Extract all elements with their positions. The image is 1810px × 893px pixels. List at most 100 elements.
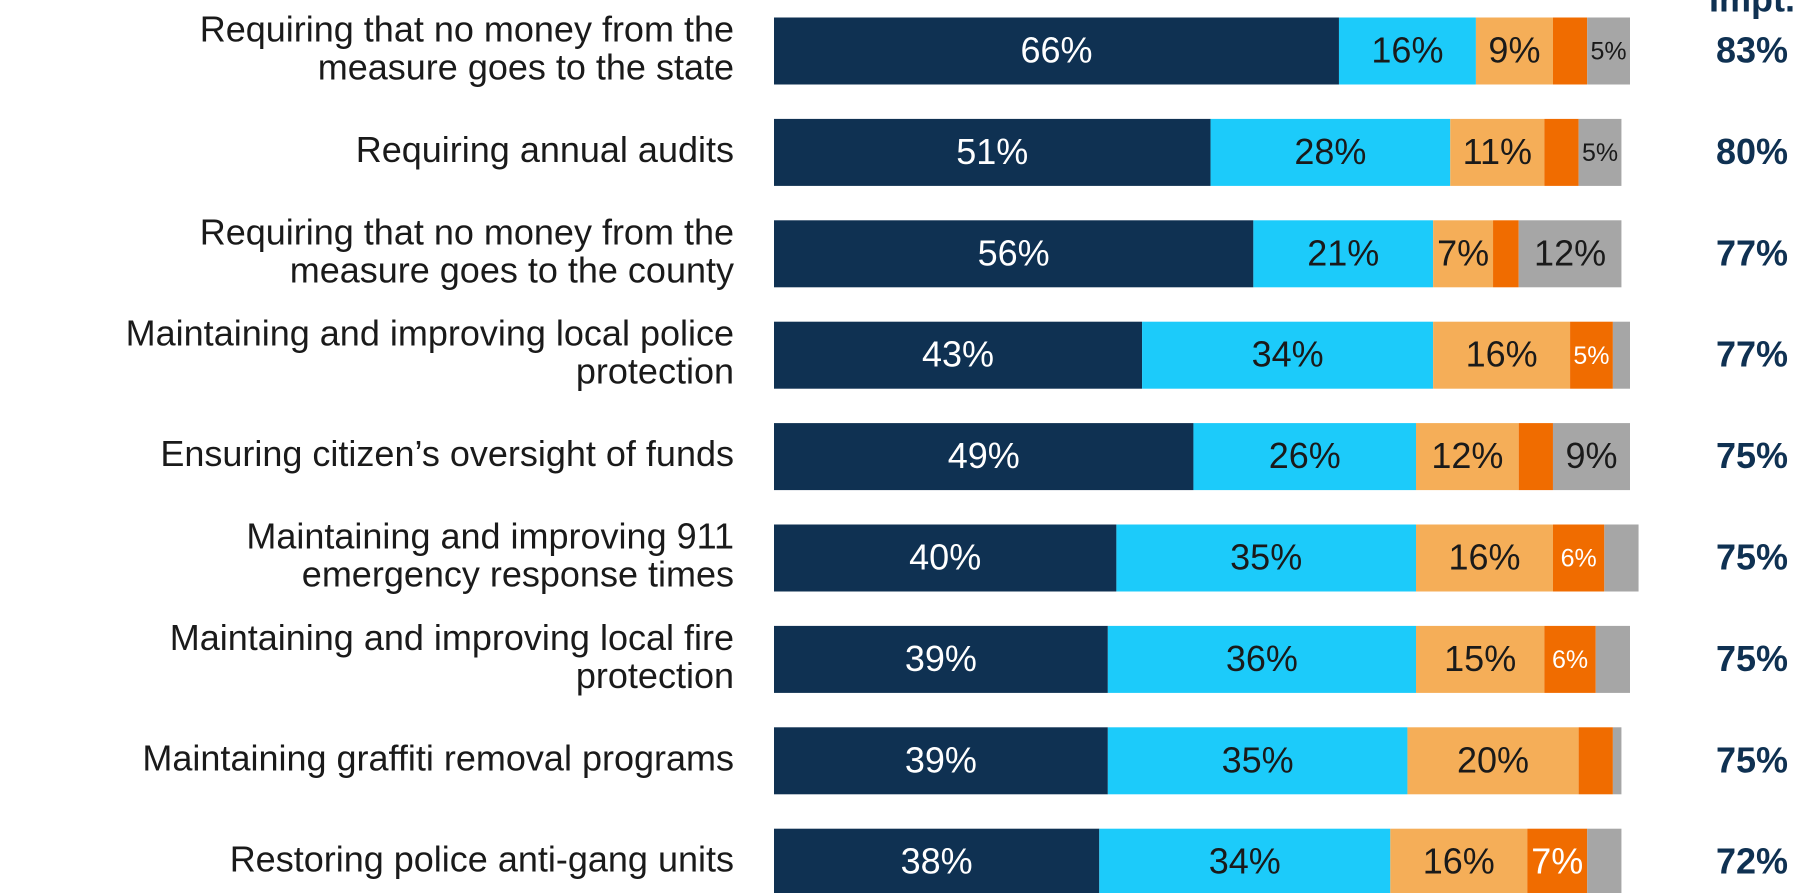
category-label: Requiring that no money from the	[200, 211, 734, 252]
bar-segment	[774, 17, 1339, 85]
bar-segment	[1578, 118, 1622, 186]
category-label: measure goes to the state	[318, 47, 734, 88]
bar-segment	[1407, 727, 1579, 795]
value-label: 16%	[1423, 841, 1495, 882]
bar-segment	[1210, 118, 1451, 186]
bar-segment	[1604, 524, 1639, 592]
value-label: 39%	[905, 739, 977, 780]
bar-segment	[1107, 625, 1416, 693]
value-label: 36%	[1226, 638, 1298, 679]
total-label: 72%	[1716, 841, 1788, 882]
value-label: 9%	[1565, 435, 1617, 476]
bar-segment	[774, 321, 1143, 389]
value-label: 38%	[901, 841, 973, 882]
bar-segment	[774, 423, 1194, 491]
bar-segment	[774, 524, 1117, 592]
bar-segment	[1116, 524, 1416, 592]
value-label: 5%	[1582, 139, 1618, 167]
bar-segment	[1416, 423, 1519, 491]
category-label: protection	[576, 655, 734, 696]
bar-segment	[1493, 220, 1519, 288]
value-label: 56%	[978, 232, 1050, 273]
value-label: 9%	[1488, 30, 1540, 71]
bar-segment	[1578, 727, 1613, 795]
value-label: 43%	[922, 334, 994, 375]
value-label: 40%	[909, 537, 981, 578]
bar-segment	[1433, 220, 1494, 288]
bar-segment	[1099, 828, 1391, 893]
total-label: 75%	[1716, 435, 1788, 476]
value-label: 15%	[1444, 638, 1516, 679]
bar-segment	[774, 220, 1254, 288]
bar-segment	[1612, 321, 1630, 389]
value-label: 34%	[1209, 841, 1281, 882]
bar-segment	[1142, 321, 1434, 389]
total-label: 75%	[1716, 638, 1788, 679]
value-label: 21%	[1307, 232, 1379, 273]
total-header: Impt.	[1709, 0, 1795, 20]
value-label: 16%	[1466, 334, 1538, 375]
value-label: 49%	[948, 435, 1020, 476]
bar-segment	[1544, 118, 1579, 186]
value-label: 66%	[1020, 30, 1092, 71]
value-label: 16%	[1371, 30, 1443, 71]
total-label: 77%	[1716, 232, 1788, 273]
bar-segment	[1595, 625, 1630, 693]
value-label: 6%	[1561, 545, 1597, 573]
category-label: emergency response times	[302, 554, 734, 595]
value-label: 16%	[1448, 537, 1520, 578]
total-label: 77%	[1716, 334, 1788, 375]
value-label: 5%	[1591, 38, 1627, 66]
bar-segment	[1253, 220, 1434, 288]
bar-segment	[1107, 727, 1408, 795]
bar-segment	[1544, 625, 1596, 693]
category-label: Maintaining and improving local fire	[170, 617, 734, 658]
bar-segment	[774, 727, 1108, 795]
bar-segment	[1450, 118, 1545, 186]
category-label: Maintaining and improving local police	[126, 313, 734, 354]
bar-segment	[1612, 727, 1622, 795]
bar-segment	[1518, 220, 1622, 288]
bar-segment	[1518, 423, 1553, 491]
total-label: 80%	[1716, 131, 1788, 172]
bar-segment	[1390, 828, 1528, 893]
category-label: Requiring annual audits	[356, 129, 734, 170]
value-label: 12%	[1534, 232, 1606, 273]
total-label: 75%	[1716, 739, 1788, 780]
bar-segment	[1552, 423, 1630, 491]
bar-segment	[1587, 828, 1622, 893]
category-label: Ensuring citizen’s oversight of funds	[160, 433, 734, 474]
bar-segment	[1587, 17, 1630, 85]
value-label: 51%	[956, 131, 1028, 172]
category-label: measure goes to the county	[290, 249, 734, 290]
bar-segment	[1527, 828, 1588, 893]
bar-segment	[1433, 321, 1571, 389]
category-label: Restoring police anti-gang units	[230, 839, 734, 880]
category-label: Requiring that no money from the	[200, 9, 734, 50]
bar-segment	[774, 828, 1100, 893]
bar-segment	[1193, 423, 1416, 491]
bar-segment	[1416, 625, 1545, 693]
bar-segment	[1338, 17, 1476, 85]
value-label: 35%	[1230, 537, 1302, 578]
bar-segment	[1570, 321, 1613, 389]
total-label: 75%	[1716, 537, 1788, 578]
bar-segment	[774, 625, 1108, 693]
value-label: 7%	[1531, 841, 1583, 882]
value-label: 39%	[905, 638, 977, 679]
bar-segment	[1416, 524, 1553, 592]
value-label: 26%	[1269, 435, 1341, 476]
value-label: 34%	[1252, 334, 1324, 375]
category-label: Maintaining graffiti removal programs	[142, 737, 734, 778]
value-label: 20%	[1457, 739, 1529, 780]
category-label: protection	[576, 351, 734, 392]
category-label: Maintaining and improving 911	[246, 516, 734, 557]
total-label: 83%	[1716, 30, 1788, 71]
bar-segment	[1552, 524, 1605, 592]
value-label: 6%	[1552, 646, 1588, 674]
value-label: 5%	[1573, 342, 1609, 370]
value-label: 12%	[1431, 435, 1503, 476]
value-label: 11%	[1463, 131, 1532, 172]
value-label: 7%	[1437, 232, 1489, 273]
